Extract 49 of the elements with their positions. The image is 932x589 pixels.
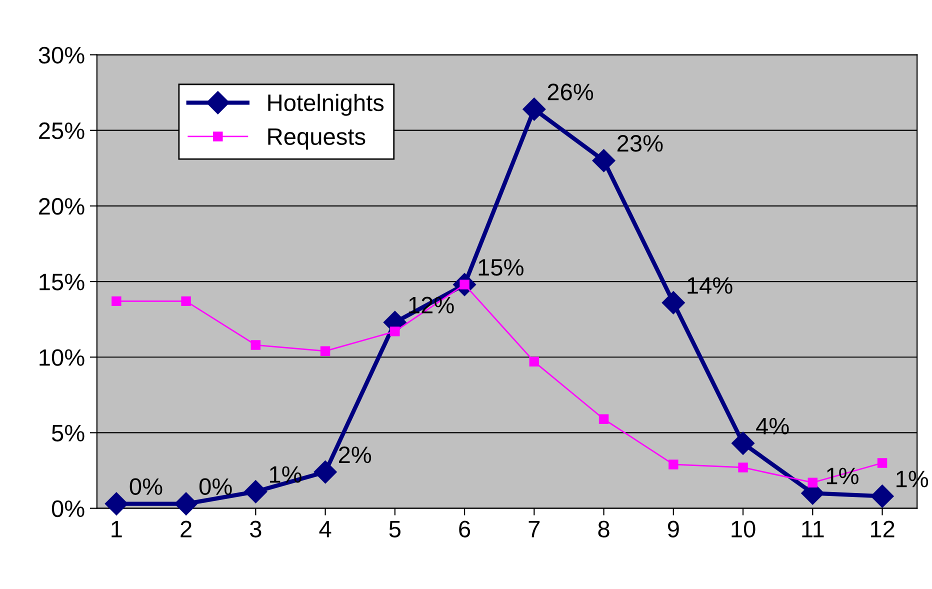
y-tick-label: 30%	[38, 46, 84, 64]
point	[732, 432, 755, 455]
x-tick-label: 11	[802, 520, 824, 538]
x-tick-label: 10	[732, 520, 756, 538]
data-label: 26%	[548, 84, 594, 100]
x-tick-label: 6	[459, 520, 470, 538]
point	[320, 346, 330, 356]
point	[112, 296, 122, 306]
x-tick-label: 1	[112, 520, 122, 538]
x-tick-label: 12	[870, 520, 894, 538]
point	[529, 356, 540, 367]
data-label: 0%	[199, 478, 232, 495]
data-label: 15%	[478, 259, 524, 276]
y-tick-label: 5%	[52, 424, 84, 442]
point	[870, 484, 894, 508]
point	[314, 460, 337, 484]
y-tick-label: 20%	[39, 198, 84, 215]
point	[250, 340, 261, 350]
point	[522, 98, 546, 121]
x-tick-label: 7	[528, 520, 540, 538]
x-tick-label: 4	[319, 520, 332, 538]
legend-label: Hotelnights	[268, 94, 384, 116]
x-tick-label: 5	[389, 520, 400, 538]
y-tick-label: 25%	[39, 122, 84, 140]
point	[598, 414, 609, 424]
y-tick-label: 0%	[52, 500, 84, 518]
x-tick-label: 3	[250, 520, 262, 538]
point	[181, 296, 191, 306]
data-label: 1%	[270, 466, 302, 483]
data-label: 4%	[756, 418, 789, 434]
point	[877, 458, 888, 468]
point	[104, 492, 128, 516]
point	[174, 492, 198, 516]
point	[808, 478, 818, 488]
point	[244, 480, 268, 504]
legend-label: Requests	[268, 128, 366, 150]
y-tick-label: 15%	[40, 274, 84, 290]
x-tick-label: 2	[180, 520, 192, 538]
point	[390, 326, 400, 336]
point	[668, 460, 678, 470]
data-label: 0%	[130, 478, 162, 495]
point	[738, 462, 748, 472]
data-label: 2%	[338, 446, 372, 464]
x-tick-label: 9	[668, 520, 679, 538]
x-tick-label: 8	[598, 520, 610, 538]
point	[592, 149, 616, 172]
y-tick-label: 10%	[40, 349, 84, 366]
data-label: 23%	[617, 135, 663, 152]
point	[662, 291, 685, 314]
